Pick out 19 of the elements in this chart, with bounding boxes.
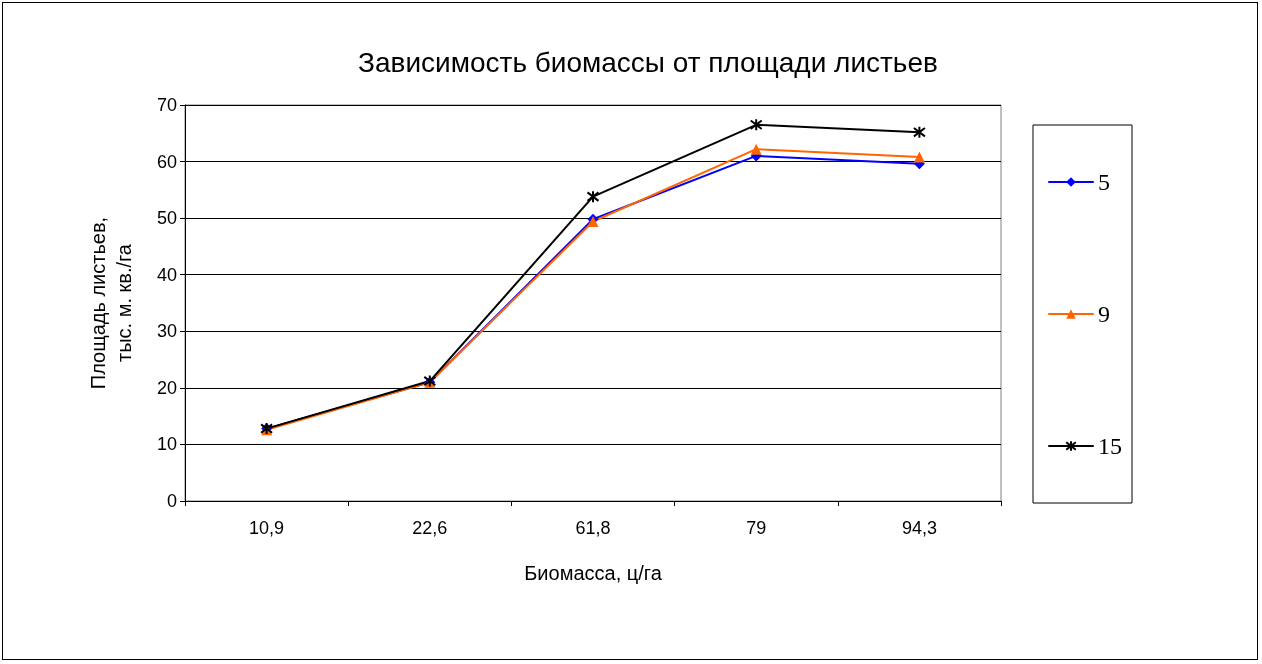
y-tick-label: 10 — [156, 434, 177, 455]
y-axis-title: Площадь листьев, тыс. м. кв./га — [87, 216, 135, 390]
x-tick-label: 79 — [746, 518, 767, 538]
x-tick-label: 94,3 — [901, 518, 937, 538]
legend-label: 15 — [1098, 433, 1122, 459]
y-tick-label: 0 — [166, 491, 177, 511]
y-tick-label: 30 — [156, 321, 177, 342]
chart-title: Зависимость биомассы от площади листьев — [358, 46, 938, 78]
y-tick-label: 60 — [156, 151, 177, 172]
legend-label: 9 — [1098, 301, 1110, 327]
y-tick-label: 70 — [156, 95, 177, 115]
y-tick-label: 40 — [156, 264, 177, 285]
x-axis-title: Биомасса, ц/га — [524, 562, 663, 584]
legend-label: 5 — [1098, 169, 1110, 195]
y-tick-label: 20 — [156, 377, 177, 398]
y-tick-label: 50 — [156, 208, 177, 229]
x-tick-label: 61,8 — [575, 518, 611, 538]
x-tick-label: 22,6 — [412, 518, 448, 538]
x-tick-label: 10,9 — [249, 518, 285, 538]
